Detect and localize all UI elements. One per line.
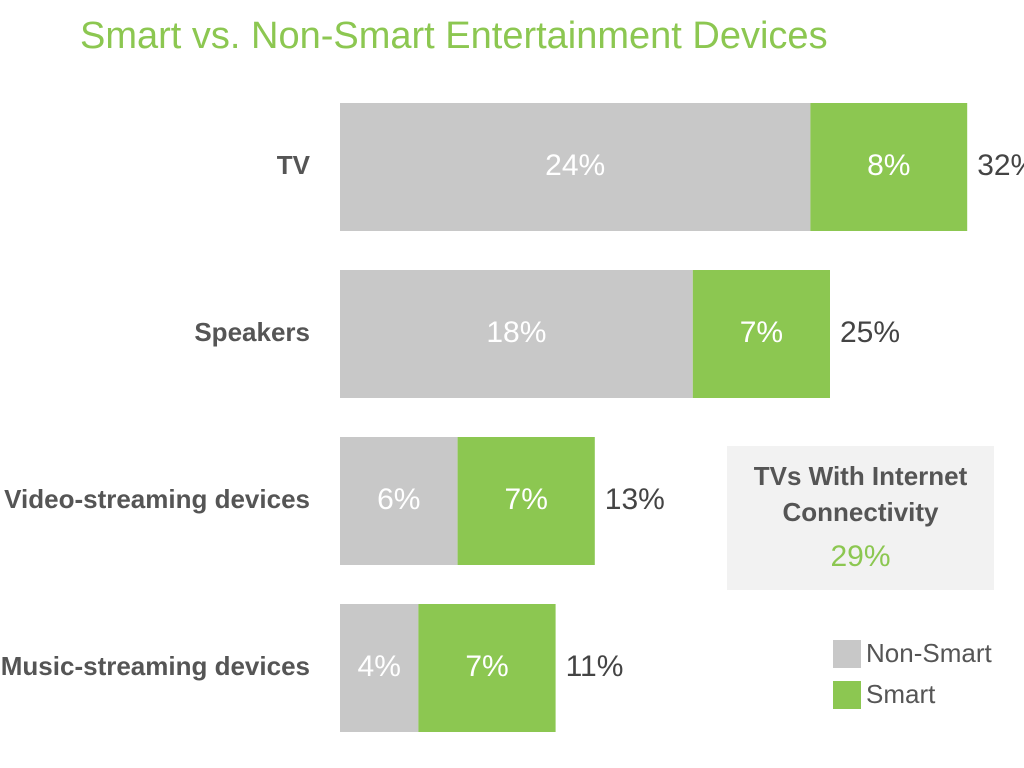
total-label: 13% xyxy=(605,483,665,516)
total-label: 32% xyxy=(977,149,1024,182)
callout: TVs With Internet Connectivity 29% xyxy=(727,446,994,590)
value-label: 6% xyxy=(377,483,420,516)
value-label: 24% xyxy=(545,149,605,182)
value-label: 8% xyxy=(867,149,910,182)
bar-segment xyxy=(457,437,595,565)
chart-title: Smart vs. Non-Smart Entertainment Device… xyxy=(80,15,828,57)
callout-title: TVs With Internet Connectivity xyxy=(753,461,968,527)
category-label: Video-streaming devices xyxy=(4,484,310,514)
bar-segment xyxy=(340,437,458,565)
legend-swatch xyxy=(833,640,861,668)
category-label: TV xyxy=(277,150,311,180)
bar-segment xyxy=(340,103,811,231)
bar-segment xyxy=(340,604,419,732)
bar-segment xyxy=(418,604,556,732)
value-label: 7% xyxy=(740,316,783,349)
total-label: 25% xyxy=(840,316,900,349)
category-label: Music-streaming devices xyxy=(1,651,310,681)
category-label: Speakers xyxy=(194,317,310,347)
legend-swatch xyxy=(833,681,861,709)
total-label: 11% xyxy=(566,650,624,683)
callout-value: 29% xyxy=(830,540,891,573)
value-label: 7% xyxy=(505,483,548,516)
value-label: 7% xyxy=(465,650,508,683)
bar-segment xyxy=(340,270,693,398)
bar-segment xyxy=(810,103,968,231)
legend-label: Non-Smart xyxy=(866,638,992,668)
value-label: 18% xyxy=(486,316,546,349)
legend-label: Smart xyxy=(866,679,936,709)
bar-segment xyxy=(692,270,830,398)
value-label: 4% xyxy=(358,650,401,683)
